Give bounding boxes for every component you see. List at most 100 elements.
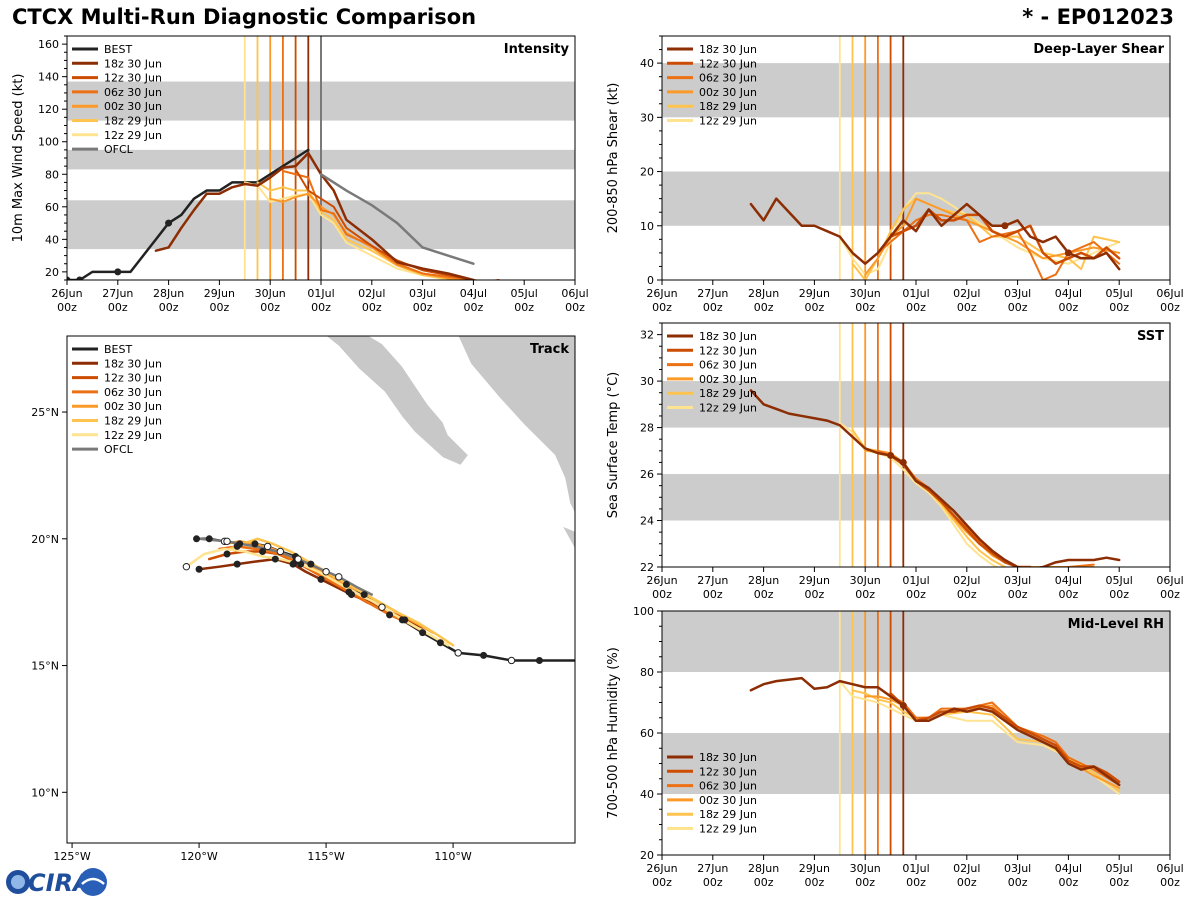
xtick-hour-shear-6: 00z bbox=[957, 301, 977, 314]
xtick-day-sst-5: 01Jul bbox=[902, 574, 929, 587]
logo-globe-inner-icon bbox=[11, 875, 25, 889]
xtick-day-sst-10: 06Jul bbox=[1156, 574, 1183, 587]
track-point-best-19 bbox=[205, 535, 213, 543]
plot-area-intensity bbox=[67, 36, 575, 280]
track-point-best-3 bbox=[480, 651, 488, 659]
xtick-hour-shear-2: 00z bbox=[754, 301, 774, 314]
xtick-hour-intensity-6: 00z bbox=[362, 301, 382, 314]
legend-label-12z-29-jun: 12z 29 Jun bbox=[104, 129, 162, 142]
xtick-day-intensity-1: 27Jun bbox=[102, 287, 133, 300]
ytick-label-sst-5: 32 bbox=[640, 329, 654, 342]
legend-label-12z-30-jun: 12z 30 Jun bbox=[104, 372, 162, 385]
xtick-hour-rh-0: 00z bbox=[652, 876, 672, 889]
legend-label-06z-30-jun: 06z 30 Jun bbox=[699, 72, 757, 85]
series-12z-29-jun-line bbox=[185, 547, 450, 647]
xtick-day-shear-9: 05Jul bbox=[1106, 287, 1133, 300]
xtick-day-rh-6: 02Jul bbox=[953, 862, 980, 875]
ytick-label-intensity-0: 20 bbox=[45, 266, 59, 279]
xtick-hour-intensity-8: 00z bbox=[464, 301, 484, 314]
band-sst-1 bbox=[662, 381, 1170, 428]
series-12z-29-jun-line bbox=[838, 192, 1121, 276]
panel-title-shear: Deep-Layer Shear bbox=[1033, 42, 1164, 57]
ytick-label-rh-3: 80 bbox=[640, 666, 654, 679]
xtick-hour-intensity-9: 00z bbox=[514, 301, 534, 314]
ytick-label-shear-0: 0 bbox=[647, 274, 654, 287]
xtick-hour-intensity-7: 00z bbox=[413, 301, 433, 314]
band-shear-1 bbox=[662, 63, 1170, 118]
panel-track: 10°N 15°N 20°N 25°N 125°W 120°W 115°W 110°W Trac… bbox=[31, 335, 576, 863]
point-18z-30-jun-11 bbox=[887, 451, 895, 459]
xtick-hour-rh-4: 00z bbox=[855, 876, 875, 889]
xtick-day-shear-7: 03Jul bbox=[1004, 287, 1031, 300]
track-point-best-9 bbox=[360, 591, 368, 599]
track-point-18z-30-jun-2 bbox=[233, 560, 241, 568]
xtick-hour-sst-2: 00z bbox=[754, 588, 774, 601]
xtick-day-shear-4: 30Jun bbox=[850, 287, 881, 300]
series-12z-30-jun-line bbox=[889, 692, 1121, 784]
legend-label-ofcl: OFCL bbox=[104, 443, 134, 456]
xtick-hour-intensity-1: 00z bbox=[108, 301, 128, 314]
series-18z-30-jun-line bbox=[154, 151, 475, 280]
track-point-best-10 bbox=[342, 580, 350, 588]
legend-label-06z-30-jun: 06z 30 Jun bbox=[699, 780, 757, 793]
ytick-label-intensity-2: 60 bbox=[45, 201, 59, 214]
xtick-day-sst-3: 29Jun bbox=[799, 574, 830, 587]
xtick-hour-sst-7: 00z bbox=[1008, 588, 1028, 601]
plot-area-shear bbox=[662, 36, 1170, 280]
xtick-hour-sst-5: 00z bbox=[906, 588, 926, 601]
track-point-06z-30-jun-10 bbox=[386, 611, 394, 619]
xtick-hour-shear-3: 00z bbox=[805, 301, 825, 314]
xtick-day-sst-2: 28Jun bbox=[748, 574, 779, 587]
xtick-label-track-0: 125°W bbox=[53, 850, 90, 863]
track-open-point-12z-29-jun-0 bbox=[182, 562, 191, 571]
xtick-hour-intensity-3: 00z bbox=[210, 301, 230, 314]
xtick-hour-sst-8: 00z bbox=[1059, 588, 1079, 601]
xtick-day-shear-3: 29Jun bbox=[799, 287, 830, 300]
track-point-18z-30-jun-12 bbox=[401, 616, 409, 624]
legend-label-12z-30-jun: 12z 30 Jun bbox=[699, 344, 757, 357]
plot-area-sst bbox=[662, 323, 1170, 567]
legend-label-00z-30-jun: 00z 30 Jun bbox=[104, 100, 162, 113]
series-best-line bbox=[195, 537, 575, 662]
track-open-point-best-2 bbox=[507, 656, 516, 665]
track-open-point-best-14 bbox=[276, 547, 285, 556]
ytick-label-track-3: 25°N bbox=[31, 406, 59, 419]
point-18z-30-jun-12 bbox=[899, 702, 907, 710]
band-rh-0 bbox=[662, 733, 1170, 794]
xtick-day-shear-8: 04Jul bbox=[1055, 287, 1082, 300]
xtick-day-shear-0: 26Jun bbox=[646, 287, 677, 300]
legend-label-18z-30-jun: 18z 30 Jun bbox=[104, 57, 162, 70]
xtick-hour-shear-7: 00z bbox=[1008, 301, 1028, 314]
xtick-hour-sst-4: 00z bbox=[855, 588, 875, 601]
ytick-label-intensity-7: 160 bbox=[38, 38, 59, 51]
panel-rh: 2040608010026Jun00z27Jun00z28Jun00z29Jun… bbox=[606, 605, 1184, 889]
legend-label-18z-30-jun: 18z 30 Jun bbox=[104, 357, 162, 370]
storm-id-title: * - EP012023 bbox=[1022, 5, 1174, 29]
xtick-day-rh-8: 04Jul bbox=[1055, 862, 1082, 875]
track-point-best-6 bbox=[419, 629, 427, 637]
ylabel-sst: Sea Surface Temp (°C) bbox=[606, 372, 621, 519]
legend-label-18z-29-jun: 18z 29 Jun bbox=[699, 808, 757, 821]
xtick-hour-rh-1: 00z bbox=[703, 876, 723, 889]
series-18z-30-jun-line bbox=[749, 676, 1121, 787]
figure-title: CTCX Multi-Run Diagnostic Comparison bbox=[12, 5, 477, 29]
xtick-day-intensity-9: 05Jul bbox=[511, 287, 538, 300]
xtick-day-intensity-8: 04Jul bbox=[460, 287, 487, 300]
series-ofcl-line bbox=[319, 173, 475, 265]
xtick-hour-sst-10: 00z bbox=[1160, 588, 1180, 601]
series-18z-29-jun-line bbox=[256, 181, 469, 280]
series-18z-30-jun-line bbox=[749, 197, 1121, 271]
land-2 bbox=[561, 525, 575, 550]
legend-label-18z-30-jun: 18z 30 Jun bbox=[699, 330, 757, 343]
ytick-label-intensity-4: 100 bbox=[38, 136, 59, 149]
ytick-label-shear-4: 40 bbox=[640, 57, 654, 70]
ytick-label-rh-2: 60 bbox=[640, 727, 654, 740]
legend-label-18z-29-jun: 18z 29 Jun bbox=[699, 387, 757, 400]
track-point-12z-30-jun-3 bbox=[259, 547, 267, 555]
track-point-best-5 bbox=[436, 639, 444, 647]
xtick-hour-intensity-10: 00z bbox=[565, 301, 585, 314]
legend-label-06z-30-jun: 06z 30 Jun bbox=[699, 359, 757, 372]
series-06z-30-jun-line bbox=[281, 170, 475, 280]
xtick-hour-sst-6: 00z bbox=[957, 588, 977, 601]
